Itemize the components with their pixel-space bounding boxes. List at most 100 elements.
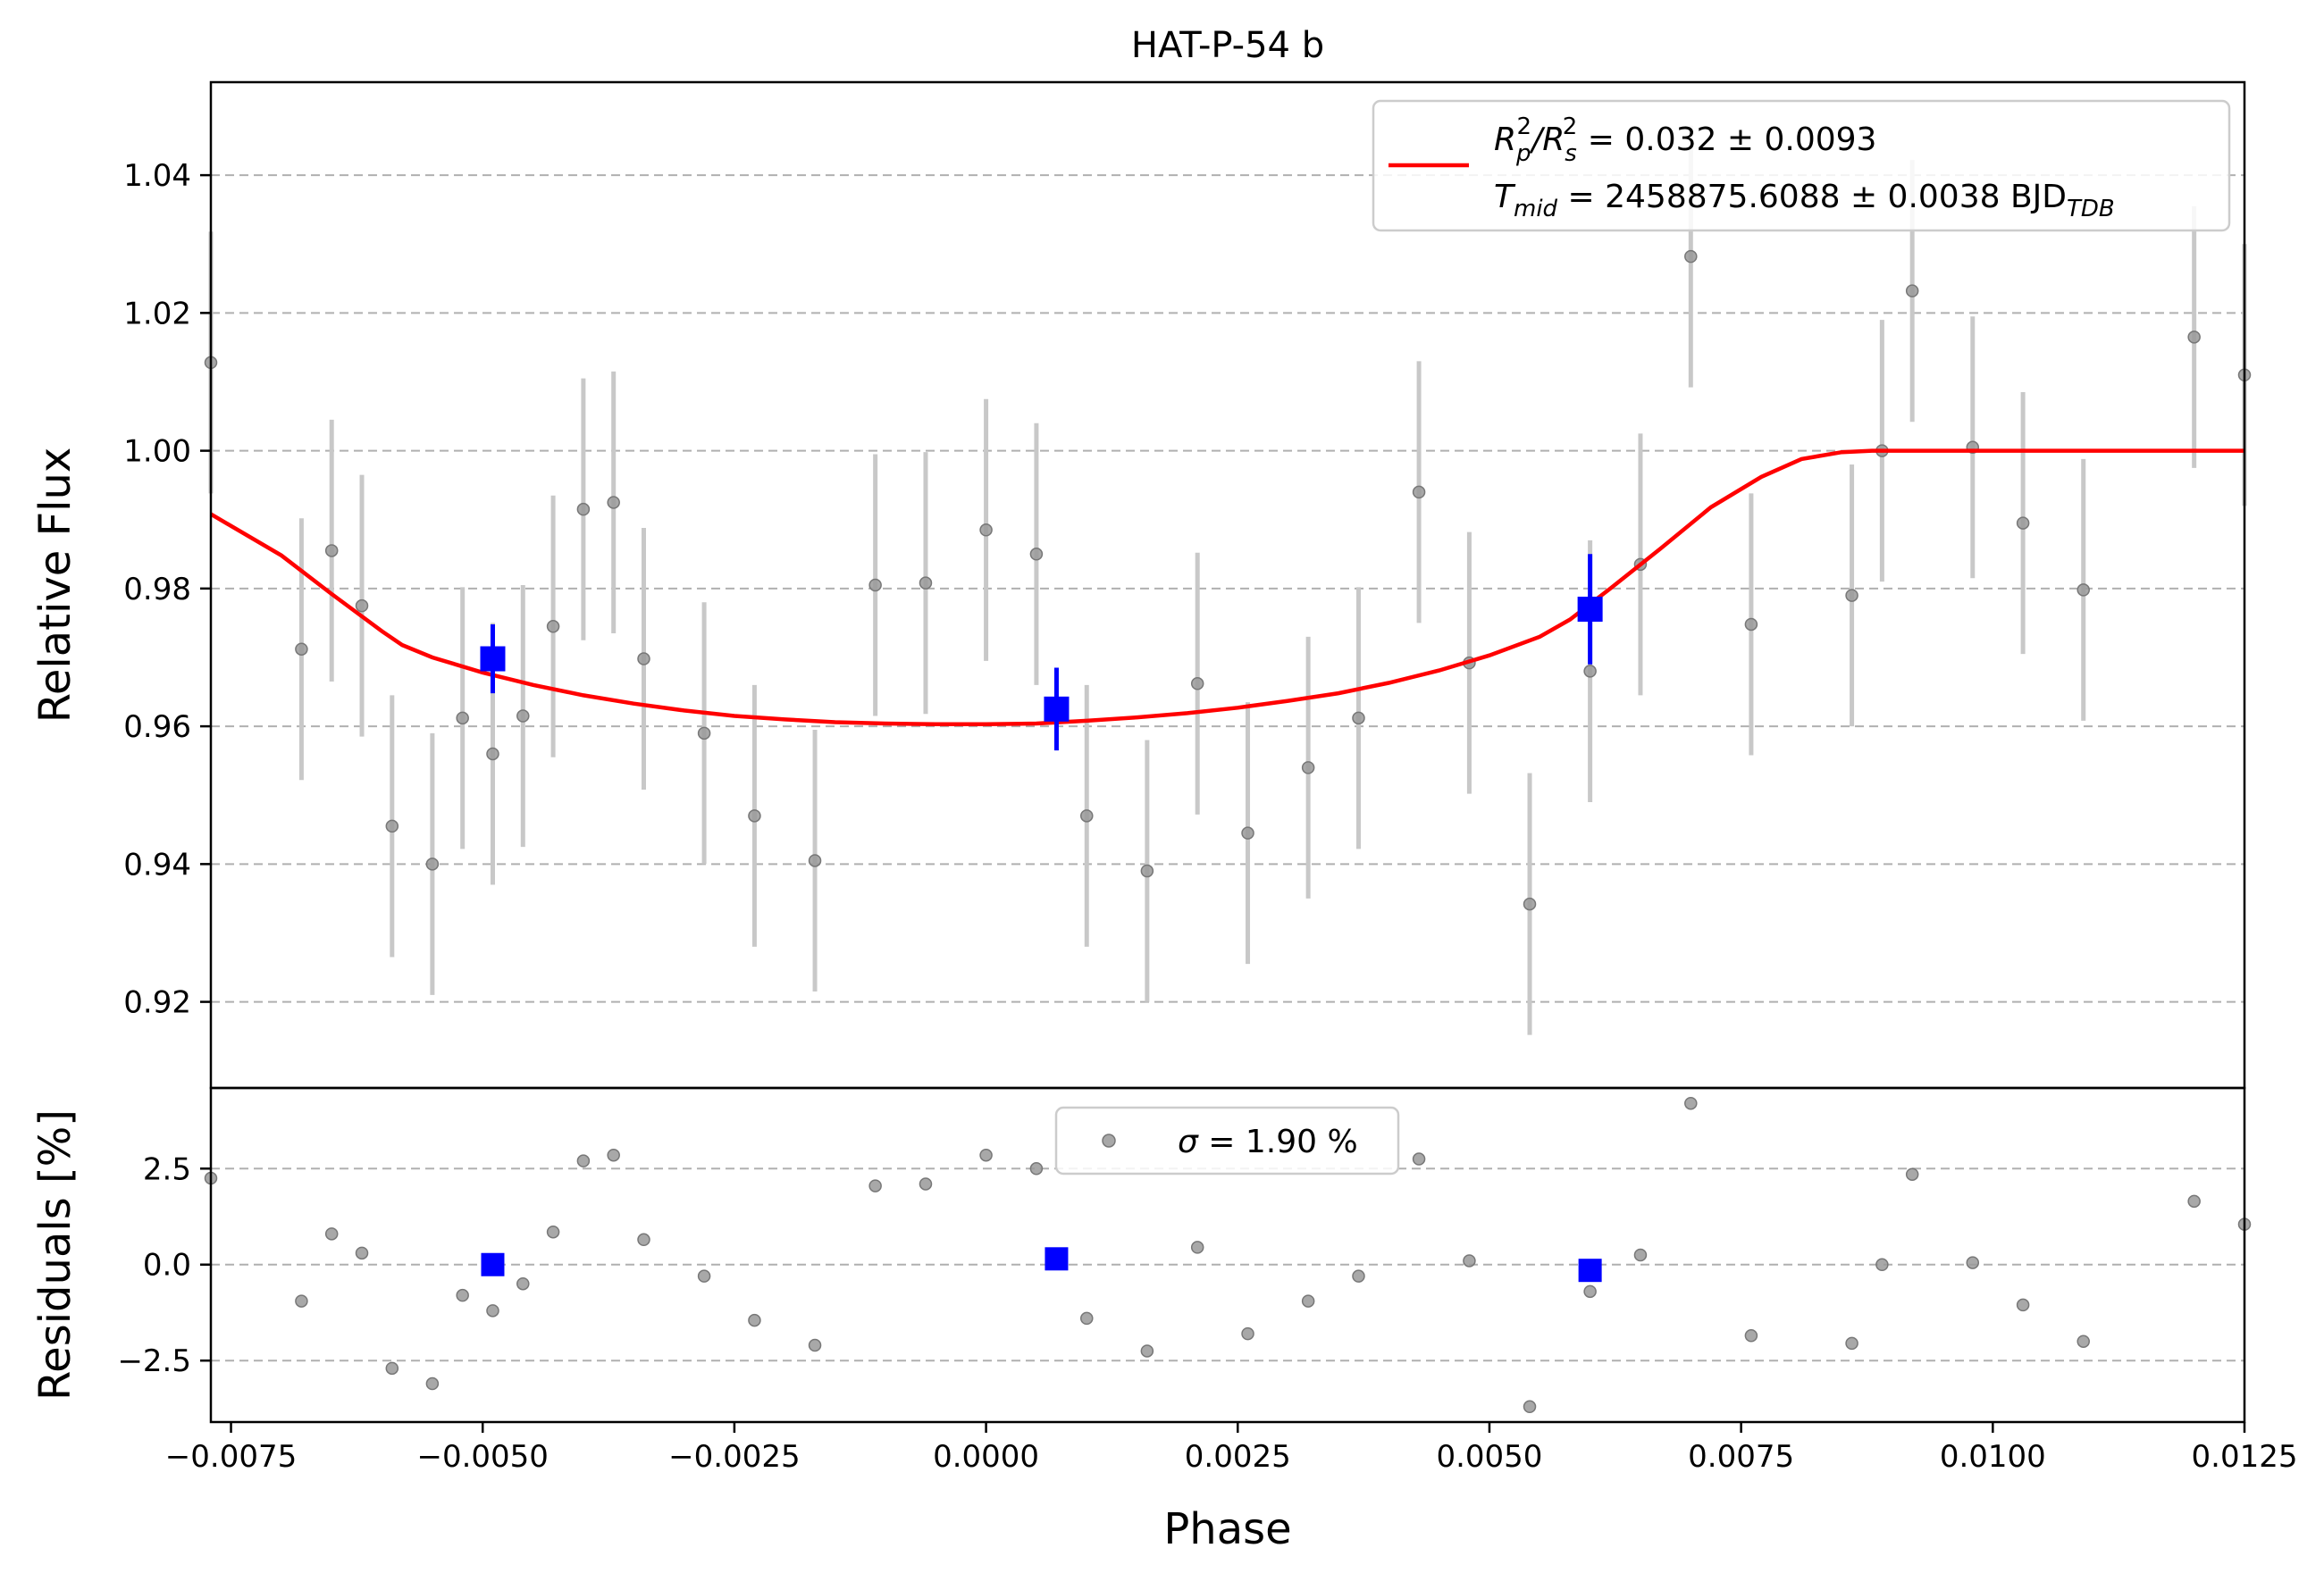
residual-data-point bbox=[697, 1269, 711, 1283]
flux-legend: Rp2/Rs2 = 0.032 ± 0.0093 Tmid = 2458875.… bbox=[1372, 99, 2231, 232]
x-tick-label: −0.0050 bbox=[416, 1439, 548, 1475]
x-tick-label: −0.0075 bbox=[165, 1439, 297, 1475]
flux-data-point bbox=[576, 502, 591, 516]
residuals-grid bbox=[211, 1167, 2244, 1362]
flux-data-point bbox=[324, 544, 339, 557]
flux-y-tick-label: 1.02 bbox=[123, 296, 191, 331]
residual-data-point bbox=[1583, 1284, 1597, 1299]
flux-data-point bbox=[1412, 485, 1426, 499]
flux-data-point bbox=[456, 711, 469, 725]
residual-binned-point bbox=[1045, 1247, 1069, 1271]
residuals-binned-points bbox=[481, 1247, 1602, 1283]
flux-binned-point bbox=[1044, 696, 1070, 722]
flux-data-point bbox=[385, 819, 399, 833]
residuals-legend: σ = 1.90 % bbox=[1054, 1106, 1400, 1176]
x-tick-label: 0.0100 bbox=[1940, 1439, 2046, 1475]
residual-binned-point bbox=[1578, 1259, 1602, 1283]
flux-grid bbox=[211, 174, 2244, 1003]
residual-data-point bbox=[1875, 1258, 1889, 1271]
flux-data-point bbox=[2076, 583, 2090, 597]
flux-data-point bbox=[868, 578, 882, 592]
x-tick-label: −0.0025 bbox=[668, 1439, 800, 1475]
residuals-y-tick-label: −2.5 bbox=[117, 1343, 191, 1379]
flux-data-point bbox=[1140, 864, 1154, 878]
flux-binned-point bbox=[480, 646, 506, 672]
chart-title: HAT-P-54 b bbox=[1131, 25, 1324, 66]
flux-data-point bbox=[1080, 809, 1094, 823]
flux-data-point bbox=[1845, 589, 1858, 602]
residual-data-point bbox=[1140, 1344, 1154, 1358]
flux-data-point bbox=[1301, 761, 1315, 774]
residual-data-point bbox=[1523, 1400, 1537, 1414]
x-tick-label: 0.0050 bbox=[1436, 1439, 1542, 1475]
flux-data-points bbox=[204, 249, 2252, 911]
residual-data-point bbox=[637, 1233, 650, 1247]
x-axis-title: Phase bbox=[1163, 1504, 1291, 1554]
residuals-y-tick-label: 2.5 bbox=[143, 1151, 191, 1187]
residual-data-point bbox=[2016, 1298, 2030, 1312]
flux-data-point bbox=[516, 709, 530, 723]
flux-data-point bbox=[1241, 826, 1254, 840]
flux-data-point bbox=[2016, 516, 2030, 530]
residuals-panel-frame bbox=[209, 1086, 2246, 1424]
residual-data-point bbox=[1633, 1248, 1648, 1262]
flux-data-point bbox=[355, 598, 369, 613]
residual-data-point bbox=[979, 1148, 993, 1162]
flux-data-point bbox=[637, 652, 650, 665]
x-tick-label: 0.0025 bbox=[1185, 1439, 1291, 1475]
residual-data-point bbox=[2187, 1194, 2201, 1209]
x-tick-label: 0.0125 bbox=[2192, 1439, 2298, 1475]
residual-data-point bbox=[1463, 1254, 1476, 1268]
x-ticks: −0.0075 −0.0050 −0.0025 0.0000 0.0025 0.0050 0… bbox=[165, 1422, 2298, 1475]
flux-data-point bbox=[748, 809, 761, 823]
legend-sigma-text: σ = 1.90 % bbox=[1178, 1124, 1358, 1160]
flux-data-point bbox=[425, 858, 440, 871]
residual-data-point bbox=[546, 1225, 560, 1239]
flux-data-point bbox=[486, 747, 499, 761]
residuals-y-tick-label: 0.0 bbox=[143, 1248, 191, 1284]
flux-data-point bbox=[546, 620, 560, 633]
residual-data-point bbox=[868, 1179, 882, 1192]
residuals-panel: −2.5 0.0 2.5 Residuals [%] σ = 1.90 % bbox=[30, 1086, 2252, 1424]
x-tick-label: 0.0000 bbox=[933, 1439, 1039, 1475]
residual-data-point bbox=[324, 1227, 339, 1241]
flux-data-point bbox=[2187, 330, 2201, 344]
residual-data-point bbox=[1190, 1241, 1204, 1254]
flux-data-point bbox=[295, 642, 308, 656]
residual-data-point bbox=[576, 1154, 591, 1167]
flux-data-point bbox=[1744, 617, 1758, 632]
flux-data-point bbox=[1352, 711, 1365, 725]
residual-data-point bbox=[1241, 1326, 1254, 1341]
flux-y-tick-label: 0.96 bbox=[123, 709, 191, 745]
residual-data-point bbox=[1029, 1162, 1044, 1176]
flux-data-point bbox=[607, 496, 620, 509]
residual-data-point bbox=[919, 1177, 933, 1191]
flux-legend-box bbox=[1372, 99, 2231, 232]
legend-depth-text: Rp2/Rs2 = 0.032 ± 0.0093 bbox=[1494, 113, 1876, 167]
flux-data-point bbox=[1523, 897, 1537, 911]
residuals-data-points bbox=[204, 1096, 2252, 1414]
residual-data-point bbox=[295, 1294, 308, 1308]
residual-data-point bbox=[1080, 1311, 1094, 1326]
legend-tmid-text: Tmid = 2458875.6088 ± 0.0038 BJDTDB bbox=[1494, 179, 2115, 222]
residual-data-point bbox=[1352, 1269, 1365, 1283]
residual-data-point bbox=[1966, 1256, 1980, 1269]
transit-model-curve bbox=[209, 448, 2244, 727]
residual-data-point bbox=[456, 1288, 469, 1302]
residuals-y-axis-title: Residuals [%] bbox=[30, 1109, 80, 1401]
residual-data-point bbox=[2076, 1335, 2090, 1348]
flux-data-point bbox=[1905, 284, 1919, 297]
flux-binned-point bbox=[1577, 596, 1603, 622]
flux-y-tick-label: 1.00 bbox=[123, 434, 191, 470]
flux-data-point bbox=[1190, 677, 1204, 690]
flux-data-point bbox=[808, 854, 822, 867]
flux-data-point bbox=[979, 523, 993, 537]
residual-data-point bbox=[425, 1376, 440, 1391]
flux-y-tick-label: 0.94 bbox=[123, 847, 191, 883]
residual-data-point bbox=[1684, 1096, 1698, 1110]
flux-data-point bbox=[1684, 249, 1698, 264]
residual-binned-point bbox=[481, 1252, 505, 1276]
residuals-legend-box bbox=[1054, 1106, 1400, 1176]
x-tick-label: 0.0075 bbox=[1688, 1439, 1794, 1475]
